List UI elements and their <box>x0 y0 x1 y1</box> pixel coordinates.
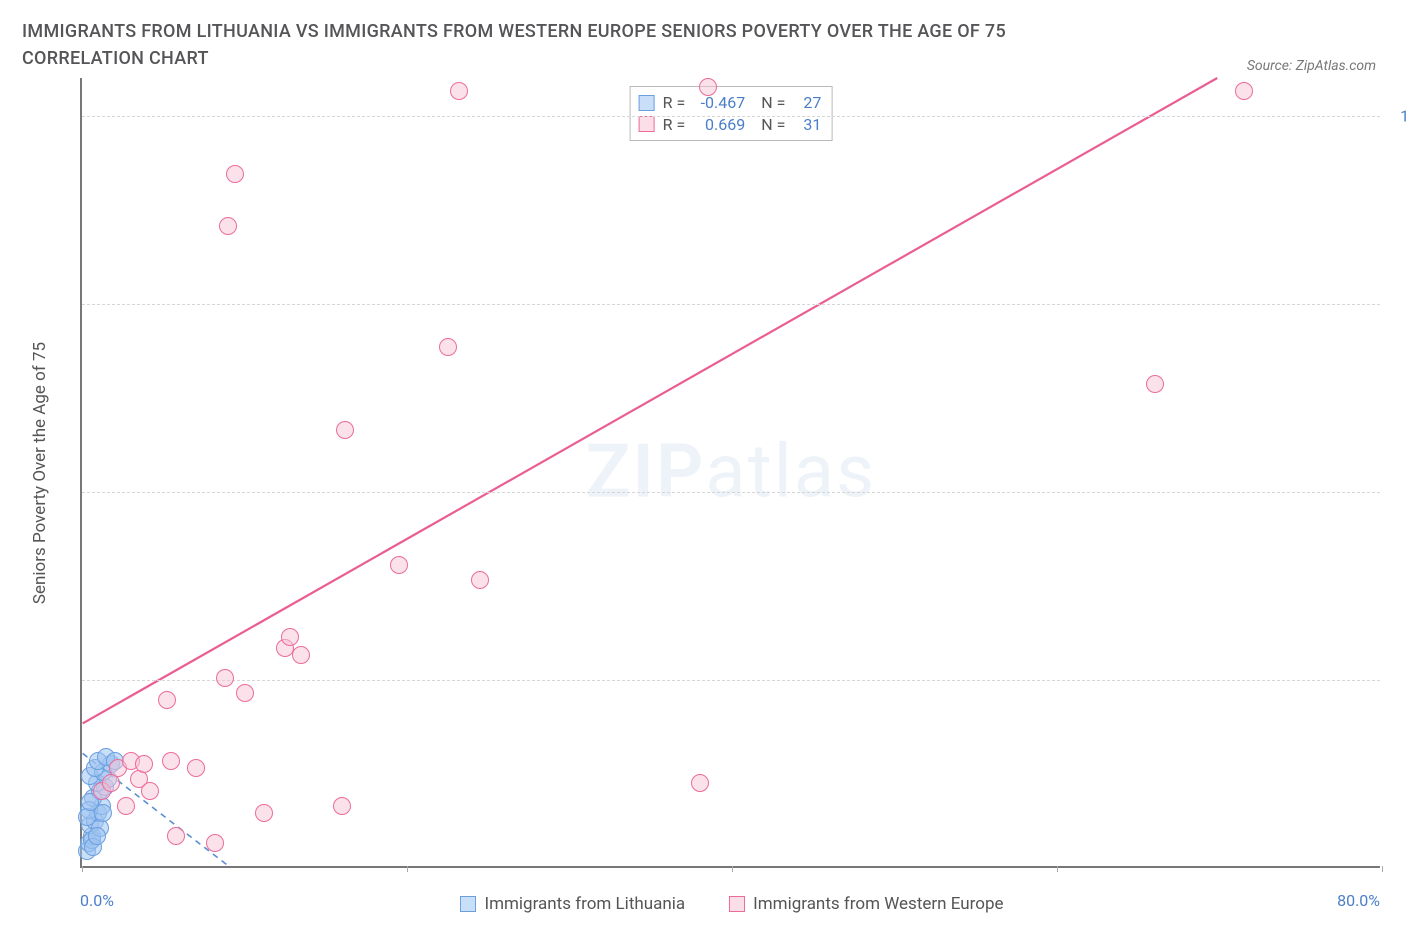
scatter-point <box>135 755 153 773</box>
stat-label: N = <box>761 92 785 114</box>
scatter-point <box>226 165 244 183</box>
legend-row: R = 0.669 N = 31 <box>639 114 822 136</box>
scatter-point <box>236 684 254 702</box>
scatter-point <box>336 421 354 439</box>
legend-item: Immigrants from Western Europe <box>729 894 1003 914</box>
chart-title: IMMIGRANTS FROM LITHUANIA VS IMMIGRANTS … <box>22 18 1122 72</box>
scatter-point <box>1235 82 1253 100</box>
scatter-point <box>158 691 176 709</box>
y-axis-label: Seniors Poverty Over the Age of 75 <box>30 342 50 604</box>
gridline-h <box>82 492 1380 493</box>
swatch-icon <box>729 896 745 912</box>
scatter-point <box>691 774 709 792</box>
y-tick-label: 25.0% <box>1388 670 1406 689</box>
scatter-point <box>216 669 234 687</box>
chart-container: Seniors Poverty Over the Age of 75 ZIPat… <box>22 78 1384 916</box>
y-tick-label: 50.0% <box>1388 482 1406 501</box>
scatter-point <box>1146 375 1164 393</box>
scatter-point <box>390 556 408 574</box>
y-tick-label: 100.0% <box>1388 106 1406 125</box>
scatter-point <box>292 646 310 664</box>
scatter-point <box>439 338 457 356</box>
y-tick-label: 75.0% <box>1388 294 1406 313</box>
gridline-h <box>82 116 1380 117</box>
x-tick <box>82 866 83 872</box>
gridline-h <box>82 304 1380 305</box>
regression-line-pink <box>83 78 1218 723</box>
stat-label: R = <box>663 92 686 114</box>
plot-area: ZIPatlas R =-0.467N =27R =0.669N =31 25.… <box>80 78 1380 868</box>
series-legend: Immigrants from Lithuania Immigrants from… <box>80 894 1384 914</box>
stat-n: 31 <box>793 114 821 136</box>
scatter-point <box>281 628 299 646</box>
legend-label: Immigrants from Western Europe <box>753 894 1003 914</box>
stat-r: -0.467 <box>693 92 745 114</box>
legend-label: Immigrants from Lithuania <box>484 894 685 914</box>
stat-n: 27 <box>793 92 821 114</box>
scatter-point <box>141 782 159 800</box>
watermark: ZIPatlas <box>586 429 876 516</box>
x-tick <box>407 866 408 872</box>
gridline-h <box>82 680 1380 681</box>
scatter-point <box>219 217 237 235</box>
source-credit: Source: ZipAtlas.com <box>1247 58 1376 74</box>
legend-item: Immigrants from Lithuania <box>460 894 685 914</box>
x-tick <box>1382 866 1383 872</box>
scatter-point <box>206 834 224 852</box>
scatter-point <box>117 797 135 815</box>
scatter-point <box>167 827 185 845</box>
scatter-point <box>699 78 717 96</box>
regression-lines <box>82 78 1380 866</box>
scatter-point <box>471 571 489 589</box>
scatter-point <box>187 759 205 777</box>
swatch-icon <box>460 896 476 912</box>
scatter-point <box>88 827 106 845</box>
stat-r: 0.669 <box>693 114 745 136</box>
swatch-icon <box>639 95 655 111</box>
correlation-legend: R = -0.467 N = 27 R = 0.669 N = 31 <box>630 86 833 141</box>
legend-row: R = -0.467 N = 27 <box>639 92 822 114</box>
scatter-point <box>162 752 180 770</box>
stat-label: R = <box>663 114 686 136</box>
scatter-point <box>333 797 351 815</box>
x-tick <box>732 866 733 872</box>
scatter-point <box>450 82 468 100</box>
scatter-point <box>255 804 273 822</box>
swatch-icon <box>639 116 655 132</box>
x-tick <box>1057 866 1058 872</box>
stat-label: N = <box>761 114 785 136</box>
